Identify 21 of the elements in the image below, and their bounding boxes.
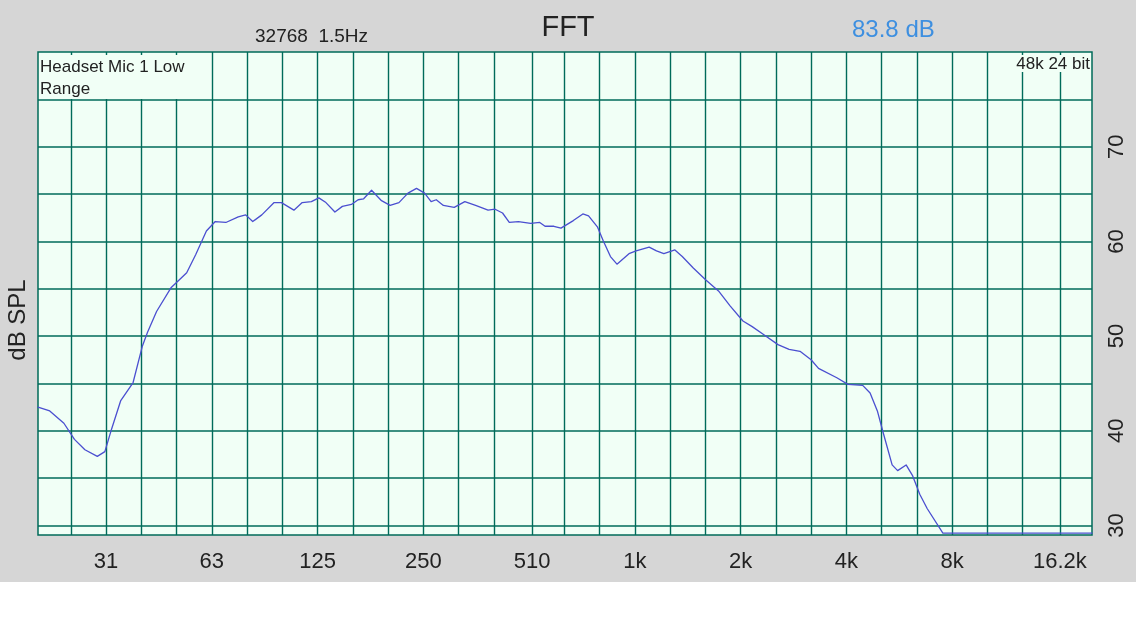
text: 32768 1.5Hz — [255, 25, 369, 46]
x-tick-label: 63 — [199, 547, 225, 573]
x-tick-label: 31 — [93, 547, 119, 573]
x-tick-label: 2k — [729, 547, 754, 573]
x-tick-label: 8k — [940, 547, 965, 573]
y-axis-title: dB SPL — [2, 279, 30, 361]
x-tick-label: 250 — [405, 547, 442, 573]
annotation: Headset Mic 1 Low Range — [40, 56, 190, 98]
x-tick-label: 510 — [513, 547, 551, 573]
x-tick-label: 16.2k — [1032, 547, 1088, 573]
x-tick-label: 125 — [299, 547, 336, 573]
y-tick-label: 60 — [1102, 229, 1128, 254]
y-tick-label: 40 — [1102, 418, 1128, 444]
y-tick-label: 30 — [1102, 513, 1128, 538]
y-tick-label: 50 — [1102, 323, 1128, 349]
chart-title: FFT — [541, 9, 595, 42]
x-tick-label: 4k — [834, 547, 860, 573]
annotation: 48k 24 bit — [1016, 54, 1091, 73]
y-tick-label: 70 — [1102, 134, 1128, 159]
x-tick-label: 1k — [623, 547, 648, 573]
text: 83.8 dB — [852, 14, 935, 42]
